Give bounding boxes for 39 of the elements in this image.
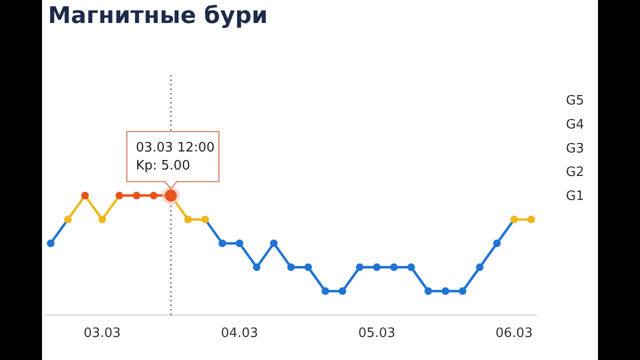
chart-title: Магнитные бури [48, 3, 268, 29]
point [458, 287, 466, 295]
point [218, 240, 226, 248]
point [132, 192, 140, 200]
point [236, 240, 244, 248]
point [98, 216, 106, 224]
point [184, 216, 192, 224]
point [116, 192, 124, 200]
annotation: 03.03 12:00 Kp: 5.00 [136, 140, 215, 174]
point [322, 287, 330, 295]
point [373, 263, 381, 272]
point [287, 263, 295, 272]
point [46, 240, 55, 248]
x-tick-label: 04.03 [220, 326, 258, 341]
x-tick-label: 06.03 [496, 326, 533, 341]
point [407, 263, 415, 272]
x-tick-label: 03.03 [84, 326, 121, 341]
point [252, 263, 260, 272]
text: G3 [566, 141, 584, 156]
point [493, 240, 501, 248]
point [510, 216, 518, 224]
point [356, 263, 364, 272]
text: G4 [566, 117, 584, 132]
x-tick-label: 05.03 [358, 326, 396, 341]
point [150, 192, 158, 200]
point [270, 240, 278, 248]
point [390, 263, 398, 272]
point [424, 287, 432, 295]
point [476, 263, 484, 272]
point [338, 287, 346, 295]
point [81, 192, 89, 200]
point [201, 216, 209, 224]
point [304, 263, 312, 272]
point [442, 287, 450, 295]
text: G2 [566, 165, 584, 180]
text: G5 [566, 94, 584, 109]
point [527, 216, 536, 224]
point [64, 216, 72, 224]
text: G1 [566, 189, 584, 204]
